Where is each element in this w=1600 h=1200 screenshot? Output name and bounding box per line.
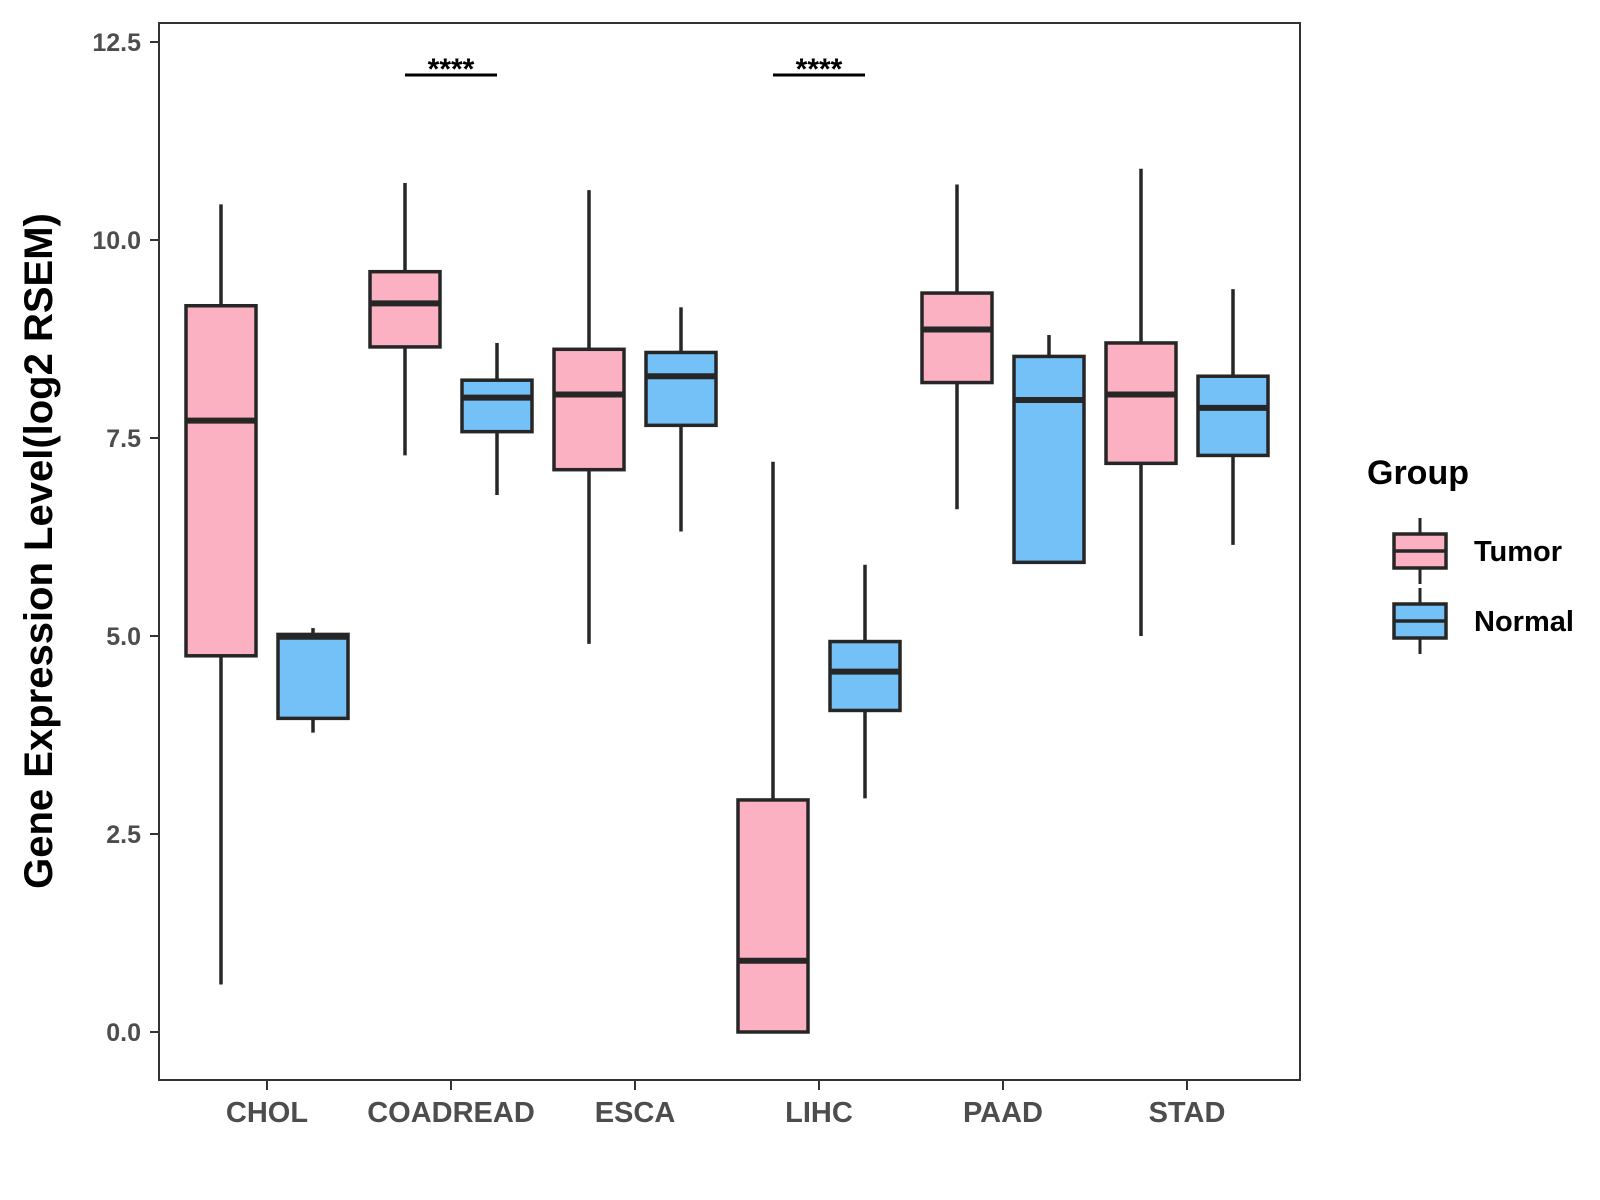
box-iqr xyxy=(184,303,258,658)
x-tick-label: LIHC xyxy=(785,1097,853,1129)
y-tick-label: 2.5 xyxy=(106,821,141,849)
box-normal-lihc xyxy=(828,564,902,799)
legend-title: Group xyxy=(1367,454,1469,492)
box-iqr xyxy=(276,632,350,721)
box-layer xyxy=(184,168,1270,1034)
box-iqr xyxy=(736,798,810,1034)
legend-key-normal xyxy=(1392,588,1448,654)
x-axis: CHOL COADREAD ESCA LIHC PAAD STAD xyxy=(226,1080,1225,1129)
y-axis-title: Gene Expression Level(log2 RSEM) xyxy=(17,213,61,889)
box-tumor-paad xyxy=(920,184,994,510)
legend-key-tumor xyxy=(1392,518,1448,584)
box-tumor-stad xyxy=(1104,168,1178,636)
box-iqr xyxy=(1104,341,1178,466)
significance-label: **** xyxy=(428,53,475,86)
box-tumor-chol xyxy=(184,204,258,985)
y-tick-label: 10.0 xyxy=(92,227,141,255)
legend-label-normal: Normal xyxy=(1474,606,1574,638)
box-iqr xyxy=(1012,354,1086,565)
y-axis: 0.0 2.5 5.0 7.5 10.0 12.5 xyxy=(92,29,159,1047)
box-normal-chol xyxy=(276,628,350,733)
x-tick-label: CHOL xyxy=(226,1097,308,1129)
y-tick-label: 12.5 xyxy=(92,29,141,57)
box-normal-esca xyxy=(644,307,718,532)
x-tick-label: STAD xyxy=(1149,1097,1226,1129)
box-iqr xyxy=(828,639,902,713)
significance-label: **** xyxy=(796,53,843,86)
box-tumor-lihc xyxy=(736,461,810,1034)
y-tick-label: 5.0 xyxy=(106,623,141,651)
y-tick-label: 7.5 xyxy=(106,425,141,453)
y-tick-label: 0.0 xyxy=(106,1019,141,1047)
box-normal-stad xyxy=(1196,289,1270,545)
box-iqr xyxy=(368,269,442,349)
legend-label-tumor: Tumor xyxy=(1474,536,1562,568)
box-iqr xyxy=(1196,374,1270,458)
box-iqr xyxy=(920,291,994,385)
box-iqr xyxy=(552,347,626,472)
x-tick-label: ESCA xyxy=(595,1097,676,1129)
box-iqr xyxy=(644,350,718,428)
box-tumor-coadread xyxy=(368,182,442,456)
plot-panel-border xyxy=(158,22,1301,1081)
significance-annotations: **** **** xyxy=(405,53,865,86)
x-tick-label: COADREAD xyxy=(367,1097,535,1129)
legend: Group Tumor Normal xyxy=(1367,454,1574,654)
box-normal-paad xyxy=(1012,335,1086,565)
box-iqr xyxy=(460,378,534,434)
box-normal-coadread xyxy=(460,342,534,496)
x-tick-label: PAAD xyxy=(963,1097,1043,1129)
box-tumor-esca xyxy=(552,190,626,644)
